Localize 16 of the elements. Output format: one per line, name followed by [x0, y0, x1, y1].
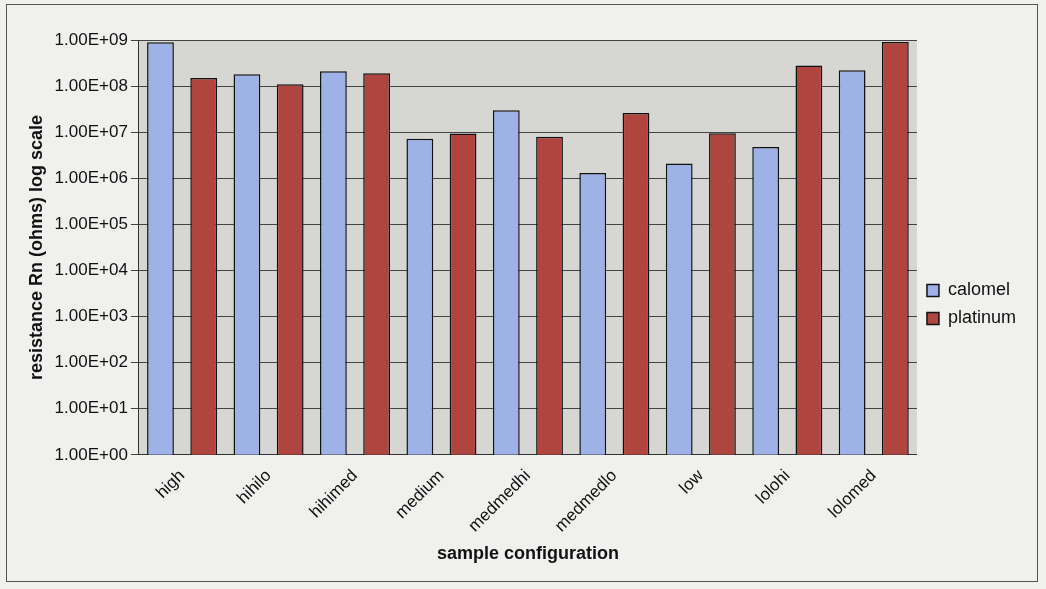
y-tick-label: 1.00E+08: [54, 75, 128, 95]
x-axis-title: sample configuration: [436, 543, 619, 564]
y-tick-label: 1.00E+06: [54, 167, 128, 187]
y-tick-label: 1.00E+02: [54, 352, 128, 372]
x-tick-label: low: [675, 465, 708, 498]
y-tick-label: 1.00E+07: [54, 121, 128, 141]
legend-label: platinum: [947, 307, 1017, 328]
legend-label: calomel: [947, 279, 1010, 300]
y-tick-label: 1.00E+01: [54, 398, 128, 418]
y-tick-label: 1.00E+00: [54, 444, 128, 464]
y-tick-label: 1.00E+09: [54, 29, 128, 49]
x-tick-label: high: [152, 465, 189, 502]
y-tick-label: 1.00E+04: [54, 260, 128, 280]
y-tick-label: 1.00E+05: [54, 214, 128, 234]
y-axis-title: resistance Rn (ohms) log scale: [25, 114, 46, 380]
y-tick-label: 1.00E+03: [54, 306, 128, 326]
